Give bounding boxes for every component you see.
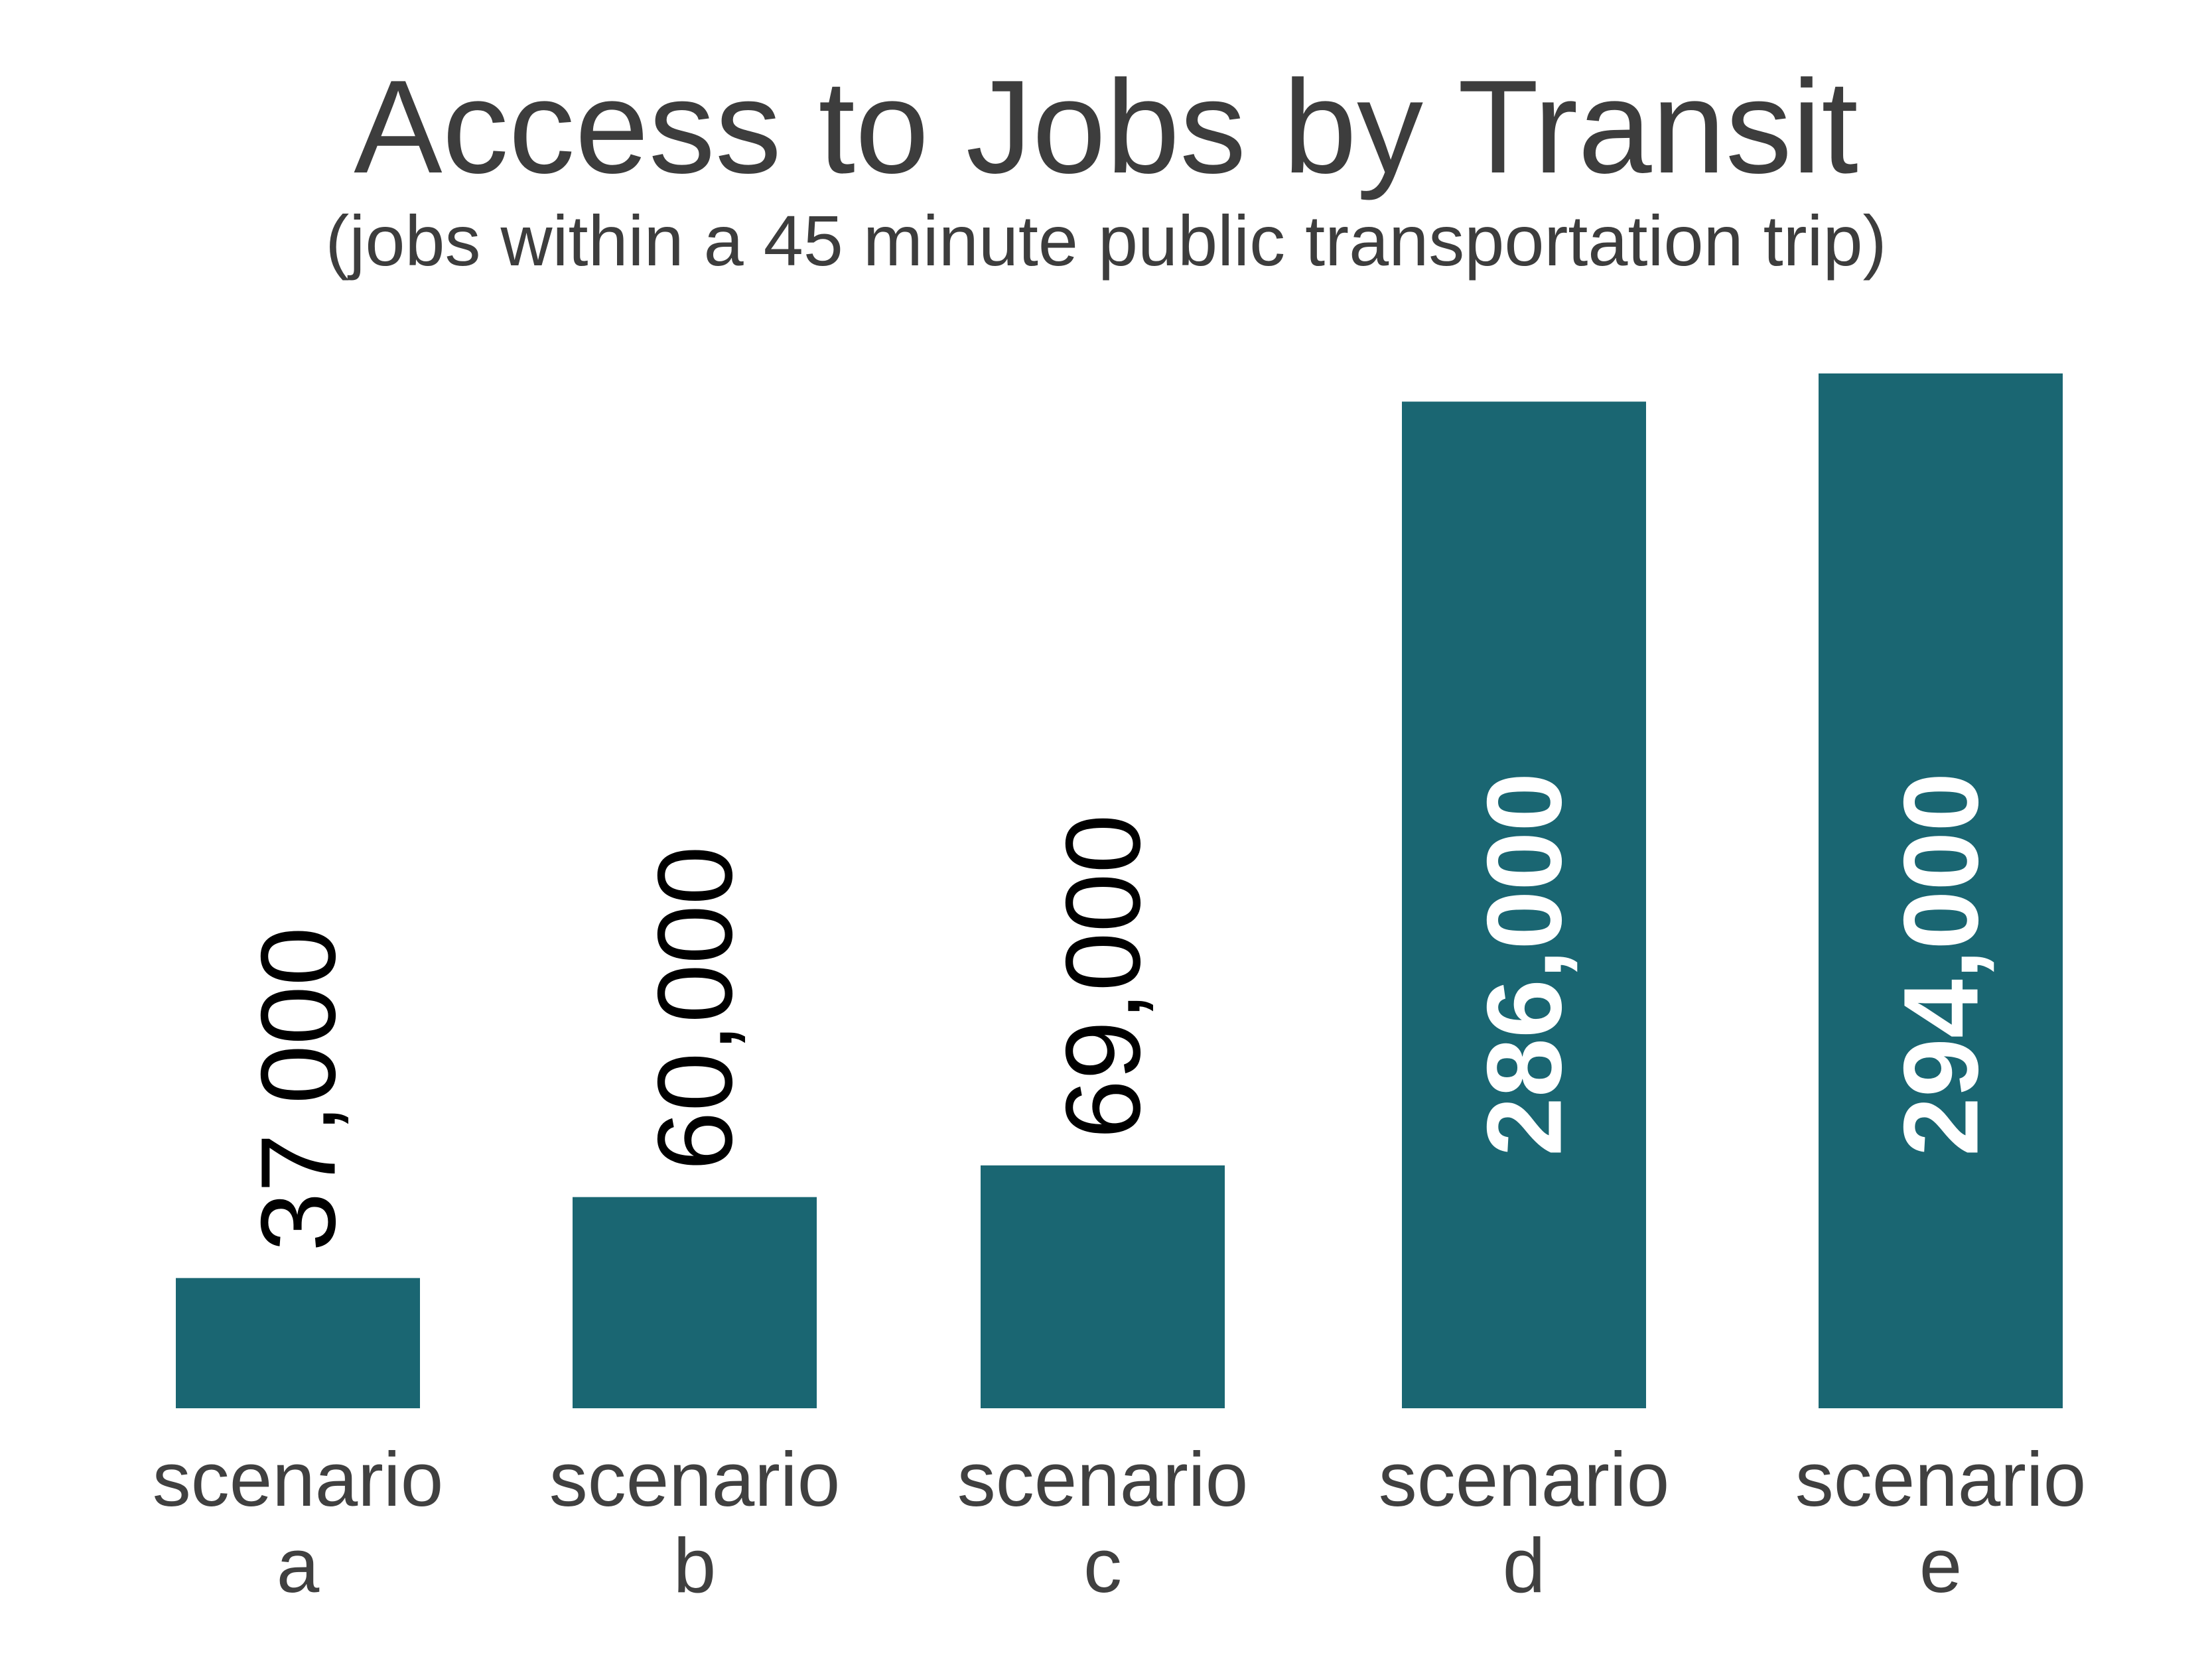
category-label-2-line-2: b xyxy=(673,1522,717,1609)
chart-title: Access to Jobs by Transit xyxy=(354,53,1858,201)
category-label-5-line-2: e xyxy=(1919,1522,1963,1609)
value-label-group: 37,000 60,000 69,000 286,000 294,000 xyxy=(239,773,2000,1252)
bar-1 xyxy=(176,1278,420,1408)
bar-5 xyxy=(1819,373,2063,1408)
category-label-3-line-2: c xyxy=(1083,1522,1122,1609)
category-label-5-line-1: scenario xyxy=(1795,1436,2086,1522)
value-label-4: 286,000 xyxy=(1465,773,1584,1156)
category-label-group: scenarioascenariobscenariocscenariodscen… xyxy=(153,1436,2086,1609)
value-label-3: 69,000 xyxy=(1044,815,1162,1139)
category-label-3-line-1: scenario xyxy=(957,1436,1248,1522)
value-label-5: 294,000 xyxy=(1882,773,2000,1156)
chart-subtitle: (jobs within a 45 minute public transpor… xyxy=(325,200,1886,281)
category-label-1-line-1: scenario xyxy=(153,1436,443,1522)
bar-4 xyxy=(1402,401,1646,1408)
category-label-2-line-1: scenario xyxy=(549,1436,840,1522)
category-label-4-line-1: scenario xyxy=(1379,1436,1669,1522)
category-label-1-line-2: a xyxy=(277,1522,320,1609)
bar-3 xyxy=(981,1165,1225,1408)
category-label-4-line-2: d xyxy=(1503,1522,1546,1609)
bar-group xyxy=(176,373,2063,1408)
bar-2 xyxy=(573,1197,817,1408)
value-label-1: 37,000 xyxy=(239,927,358,1251)
value-label-2: 60,000 xyxy=(636,846,754,1170)
